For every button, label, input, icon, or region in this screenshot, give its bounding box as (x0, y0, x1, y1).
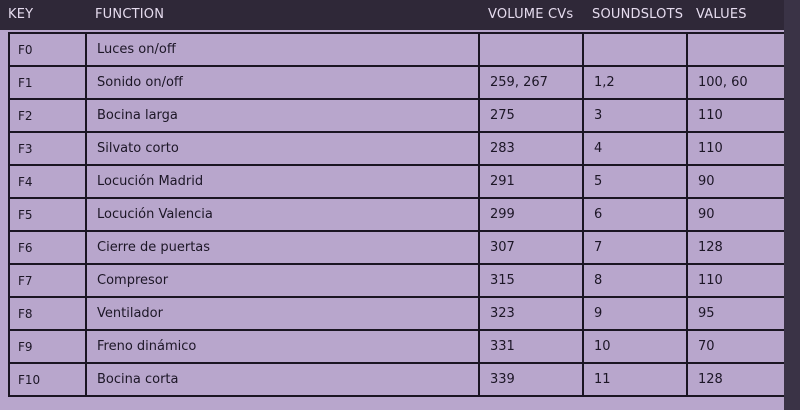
value-cell: 100, 60 (686, 65, 786, 100)
table-row: F6 Cierre de puertas 307 7 128 (8, 230, 786, 265)
soundslot-cell: 1,2 (582, 65, 688, 100)
value-cell (686, 32, 786, 67)
value-cell: 128 (686, 230, 786, 265)
table-row: F0 Luces on/off (8, 32, 786, 67)
table-row: F7 Compresor 315 8 110 (8, 263, 786, 298)
volume-cv-cell (478, 32, 584, 67)
volume-cv-cell: 283 (478, 131, 584, 166)
value-cell: 128 (686, 362, 786, 397)
header-values: VALUES (696, 7, 747, 22)
header-volume-cvs: VOLUME CVs (488, 7, 574, 22)
table-row: F9 Freno dinámico 331 10 70 (8, 329, 786, 364)
volume-cv-cell: 291 (478, 164, 584, 199)
value-cell: 90 (686, 197, 786, 232)
value-cell: 90 (686, 164, 786, 199)
key-cell: F4 (8, 164, 87, 199)
table-row: F3 Silvato corto 283 4 110 (8, 131, 786, 166)
soundslot-cell: 9 (582, 296, 688, 331)
soundslot-cell: 11 (582, 362, 688, 397)
function-cell: Cierre de puertas (85, 230, 480, 265)
volume-cv-cell: 323 (478, 296, 584, 331)
table-header: KEY FUNCTION VOLUME CVs SOUNDSLOTS VALUE… (0, 0, 800, 30)
header-function: FUNCTION (95, 7, 165, 22)
soundslot-cell (582, 32, 688, 67)
soundslot-cell: 7 (582, 230, 688, 265)
volume-cv-cell: 339 (478, 362, 584, 397)
volume-cv-cell: 259, 267 (478, 65, 584, 100)
key-cell: F2 (8, 98, 87, 133)
table-row: F10 Bocina corta 339 11 128 (8, 362, 786, 397)
key-cell: F7 (8, 263, 87, 298)
key-cell: F0 (8, 32, 87, 67)
header-soundslots: SOUNDSLOTS (592, 7, 684, 22)
volume-cv-cell: 315 (478, 263, 584, 298)
soundslot-cell: 10 (582, 329, 688, 364)
soundslot-cell: 3 (582, 98, 688, 133)
value-cell: 70 (686, 329, 786, 364)
table-row: F4 Locución Madrid 291 5 90 (8, 164, 786, 199)
volume-cv-cell: 275 (478, 98, 584, 133)
value-cell: 110 (686, 131, 786, 166)
value-cell: 110 (686, 263, 786, 298)
table-row: F8 Ventilador 323 9 95 (8, 296, 786, 331)
key-cell: F9 (8, 329, 87, 364)
table-row: F1 Sonido on/off 259, 267 1,2 100, 60 (8, 65, 786, 100)
function-cell: Locución Madrid (85, 164, 480, 199)
key-cell: F10 (8, 362, 87, 397)
soundslot-cell: 6 (582, 197, 688, 232)
key-cell: F8 (8, 296, 87, 331)
function-cell: Freno dinámico (85, 329, 480, 364)
function-cell: Sonido on/off (85, 65, 480, 100)
table-row: F2 Bocina larga 275 3 110 (8, 98, 786, 133)
soundslot-cell: 5 (582, 164, 688, 199)
value-cell: 95 (686, 296, 786, 331)
key-cell: F1 (8, 65, 87, 100)
function-cell: Bocina corta (85, 362, 480, 397)
key-cell: F3 (8, 131, 87, 166)
function-cell: Ventilador (85, 296, 480, 331)
function-cell: Bocina larga (85, 98, 480, 133)
function-table: F0 Luces on/off F1 Sonido on/off 259, 267 1,2… (8, 32, 786, 397)
key-cell: F5 (8, 197, 87, 232)
value-cell: 110 (686, 98, 786, 133)
key-cell: F6 (8, 230, 87, 265)
volume-cv-cell: 299 (478, 197, 584, 232)
soundslot-cell: 8 (582, 263, 688, 298)
header-key: KEY (8, 7, 34, 22)
function-cell: Silvato corto (85, 131, 480, 166)
table-row: F5 Locución Valencia 299 6 90 (8, 197, 786, 232)
function-cell: Locución Valencia (85, 197, 480, 232)
page-edge (784, 0, 800, 410)
function-cell: Luces on/off (85, 32, 480, 67)
volume-cv-cell: 307 (478, 230, 584, 265)
function-cell: Compresor (85, 263, 480, 298)
volume-cv-cell: 331 (478, 329, 584, 364)
soundslot-cell: 4 (582, 131, 688, 166)
